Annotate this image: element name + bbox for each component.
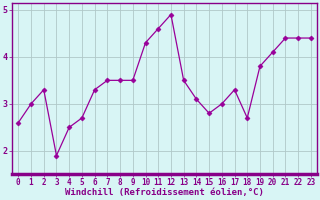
X-axis label: Windchill (Refroidissement éolien,°C): Windchill (Refroidissement éolien,°C) [65,188,264,197]
